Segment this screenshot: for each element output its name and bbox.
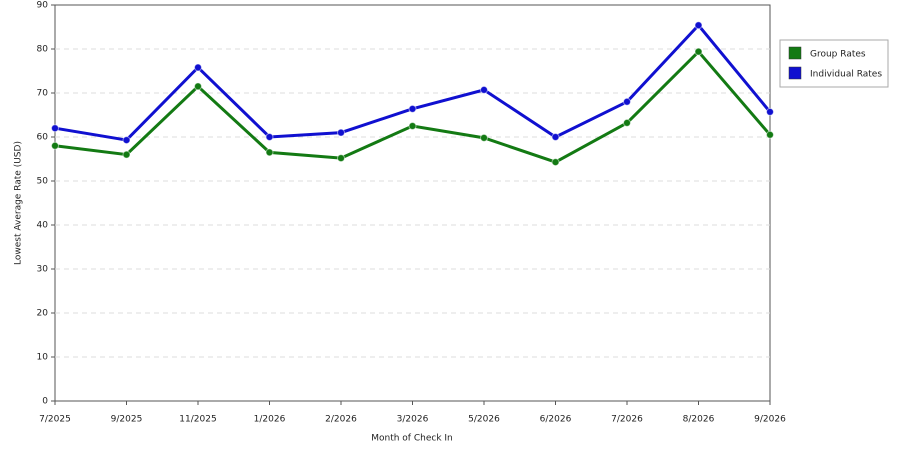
legend-label: Individual Rates	[810, 70, 882, 80]
point	[265, 133, 274, 141]
legend-swatch	[788, 46, 802, 60]
x-tick-label: 9/2026	[754, 415, 786, 425]
point	[480, 85, 488, 94]
point	[766, 107, 774, 116]
y-tick-label: 70	[37, 89, 49, 99]
point	[623, 97, 631, 106]
x-tick-label: 7/2026	[611, 415, 643, 425]
point	[480, 133, 488, 142]
point	[194, 82, 202, 91]
point	[408, 104, 417, 113]
x-tick-label: 6/2026	[540, 415, 572, 425]
point	[51, 141, 59, 150]
y-tick-label: 40	[37, 221, 49, 231]
point	[623, 118, 631, 127]
y-tick-label: 50	[37, 177, 49, 187]
x-tick-label: 9/2025	[111, 415, 143, 425]
y-tick-label: 60	[37, 133, 49, 143]
point	[408, 122, 417, 130]
point	[337, 128, 345, 137]
point	[194, 63, 202, 72]
point	[694, 47, 703, 56]
point	[694, 21, 703, 30]
legend-swatch	[788, 66, 802, 80]
x-tick-label: 11/2025	[179, 415, 216, 425]
plot-frame	[54, 4, 771, 402]
point	[551, 133, 560, 141]
x-tick-label: 3/2026	[397, 415, 429, 425]
point	[337, 154, 345, 163]
y-tick-label: 20	[37, 309, 49, 319]
y-tick-label: 90	[37, 1, 49, 11]
legend-label: Group Rates	[810, 50, 866, 60]
point	[122, 150, 131, 159]
y-tick-label: 10	[37, 353, 49, 363]
y-tick-label: 80	[37, 45, 49, 55]
y-tick-label: 0	[42, 397, 48, 407]
point	[551, 158, 560, 167]
x-tick-label: 2/2026	[325, 415, 357, 425]
point	[51, 124, 59, 133]
y-tick-label: 30	[37, 265, 49, 275]
x-tick-label: 7/2025	[39, 415, 71, 425]
point	[766, 130, 774, 139]
y-axis-label: Lowest Average Rate (USD)	[14, 141, 24, 265]
point	[122, 136, 131, 145]
point	[265, 148, 274, 157]
x-tick-label: 8/2026	[683, 415, 715, 425]
x-axis-label: Month of Check In	[371, 434, 453, 444]
x-tick-label: 1/2026	[254, 415, 286, 425]
x-tick-label: 5/2026	[468, 415, 500, 425]
